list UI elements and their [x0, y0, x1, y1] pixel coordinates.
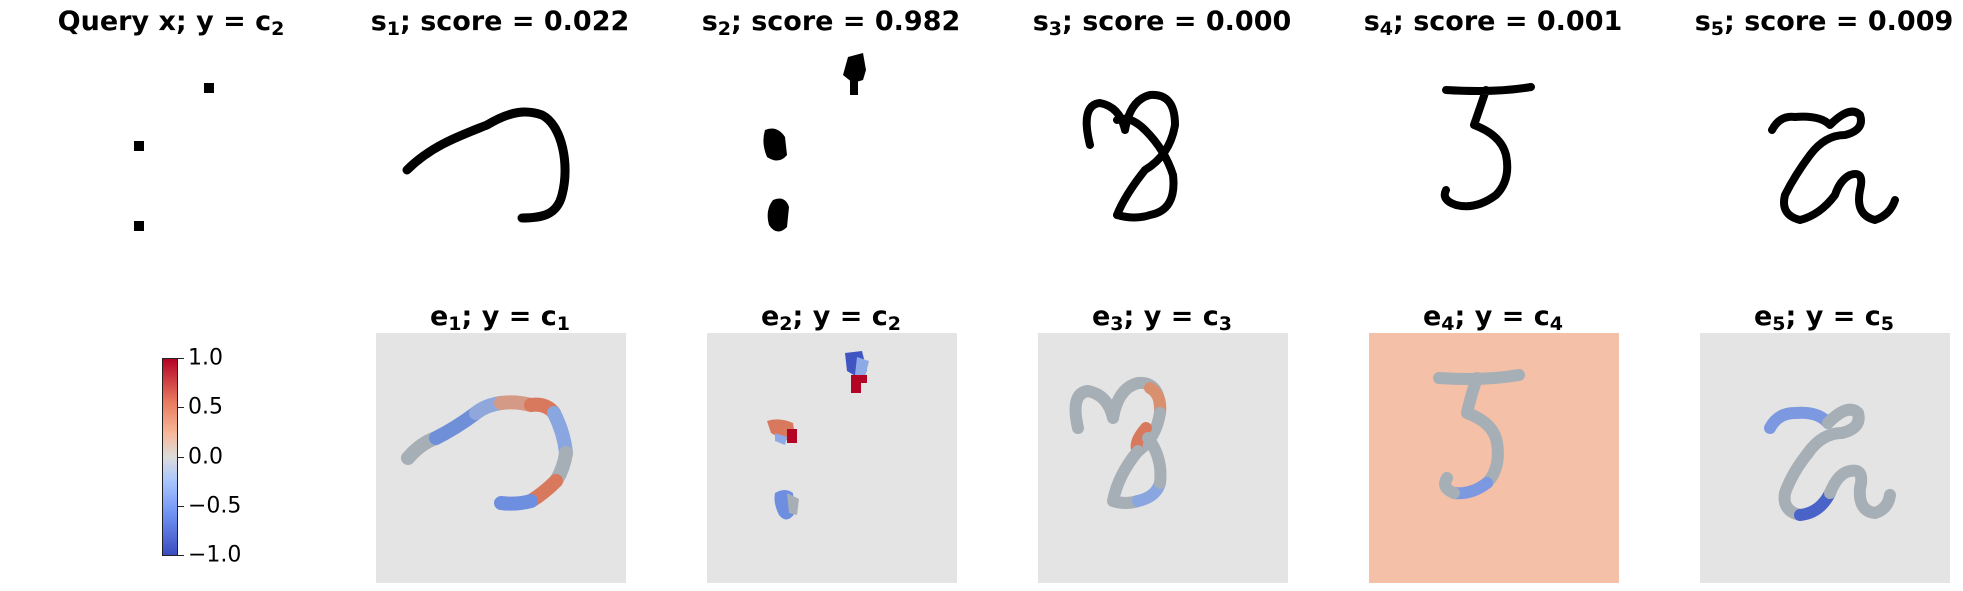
expl-title-mid: ; y = c — [792, 301, 888, 332]
explanation-title-5: e5; y = c5 — [1754, 303, 1894, 334]
sample-image-1 — [362, 45, 642, 295]
query-title-sub: 2 — [271, 18, 285, 40]
colorbar-tick — [178, 457, 184, 458]
colorbar-tick — [178, 407, 184, 408]
explanation-title-3: e3; y = c3 — [1092, 303, 1232, 334]
colorbar — [162, 358, 178, 556]
expl-title-idx: 4 — [1441, 313, 1455, 335]
expl-title-cidx: 5 — [1880, 313, 1895, 335]
colorbar-tick-label: 0.5 — [188, 394, 223, 420]
sample-title-var: s — [1032, 6, 1049, 37]
sample-title-var: s — [1694, 6, 1711, 37]
expl-title-var: e — [429, 301, 449, 332]
expl-title-var: e — [760, 301, 780, 332]
sample-title-score: ; score = 0.001 — [1393, 6, 1623, 37]
explanation-heatmap-3 — [1038, 333, 1288, 583]
expl-title-var: e — [1091, 301, 1111, 332]
sample-image-2 — [693, 45, 973, 295]
colorbar-tick-label: 1.0 — [188, 345, 223, 371]
explanation-heatmap-5 — [1700, 333, 1950, 583]
expl-title-idx: 2 — [779, 313, 793, 335]
sample-title-idx: 3 — [1048, 18, 1063, 40]
sample-title-2: s2; score = 0.982 — [702, 8, 961, 39]
sample-title-score: ; score = 0.022 — [400, 6, 630, 37]
explanation-heatmap-4 — [1369, 333, 1619, 583]
colorbar-tick — [178, 506, 184, 507]
sample-title-score: ; score = 0.982 — [731, 6, 961, 37]
sample-title-1: s1; score = 0.022 — [371, 8, 630, 39]
expl-title-idx: 1 — [448, 313, 462, 335]
expl-title-mid: ; y = c — [1123, 301, 1219, 332]
expl-title-cidx: 4 — [1549, 313, 1564, 335]
expl-title-mid: ; y = c — [461, 301, 557, 332]
query-title: Query x; y = c2 — [58, 8, 285, 39]
sample-image-3 — [1025, 45, 1305, 295]
sample-image-5 — [1685, 45, 1963, 295]
colorbar-tick — [178, 555, 184, 556]
sample-title-5: s5; score = 0.009 — [1695, 8, 1954, 39]
explanation-title-2: e2; y = c2 — [761, 303, 901, 334]
colorbar-tick — [178, 358, 184, 359]
colorbar-tick-label: −0.5 — [188, 493, 242, 519]
sample-title-score: ; score = 0.009 — [1724, 6, 1954, 37]
expl-title-idx: 5 — [1772, 313, 1786, 335]
sample-image-4 — [1356, 45, 1636, 295]
expl-title-var: e — [1753, 301, 1773, 332]
sample-title-var: s — [1363, 6, 1380, 37]
expl-title-cidx: 1 — [556, 313, 571, 335]
sample-title-var: s — [701, 6, 718, 37]
sample-title-idx: 5 — [1710, 18, 1725, 40]
colorbar-tick-label: −1.0 — [188, 542, 242, 568]
explanation-title-4: e4; y = c4 — [1423, 303, 1563, 334]
expl-title-idx: 3 — [1110, 313, 1124, 335]
query-title-text: Query x; y = c — [57, 6, 272, 37]
expl-title-var: e — [1422, 301, 1442, 332]
sample-title-idx: 4 — [1379, 18, 1394, 40]
expl-title-mid: ; y = c — [1454, 301, 1550, 332]
sample-title-idx: 1 — [386, 18, 401, 40]
colorbar-tick-label: 0.0 — [188, 444, 223, 470]
sample-title-score: ; score = 0.000 — [1062, 6, 1292, 37]
sample-title-var: s — [370, 6, 387, 37]
query-image — [32, 45, 312, 295]
sample-title-3: s3; score = 0.000 — [1033, 8, 1292, 39]
expl-title-cidx: 2 — [887, 313, 902, 335]
expl-title-mid: ; y = c — [1785, 301, 1881, 332]
expl-title-cidx: 3 — [1218, 313, 1233, 335]
sample-title-idx: 2 — [717, 18, 732, 40]
explanation-title-1: e1; y = c1 — [430, 303, 570, 334]
explanation-heatmap-2 — [707, 333, 957, 583]
sample-title-4: s4; score = 0.001 — [1364, 8, 1623, 39]
explanation-heatmap-1 — [376, 333, 626, 583]
